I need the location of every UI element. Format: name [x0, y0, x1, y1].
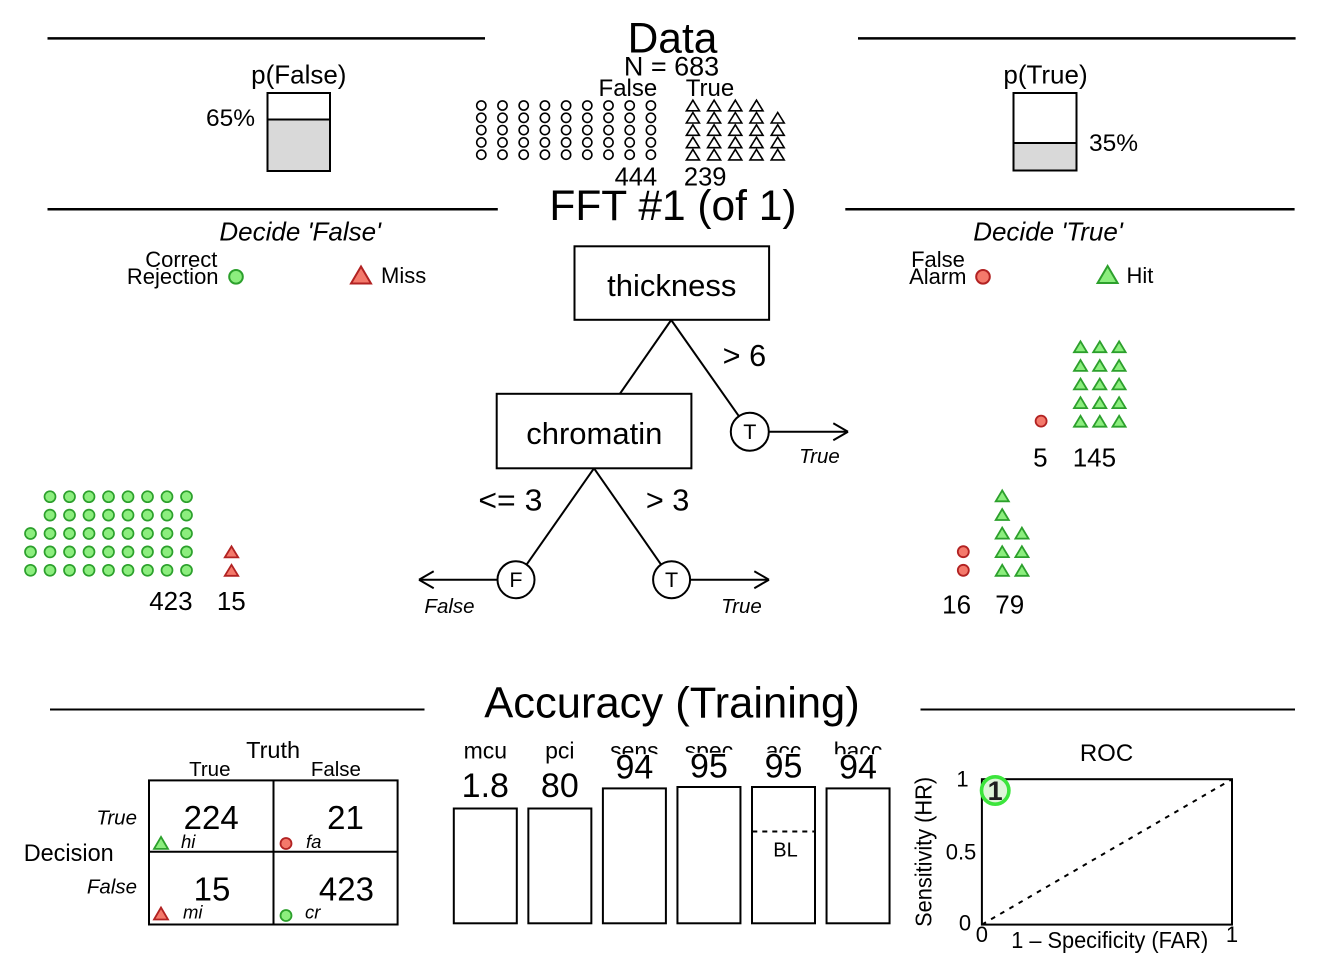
svg-text:F: F — [509, 568, 522, 592]
svg-text:0: 0 — [976, 922, 988, 947]
svg-text:145: 145 — [1073, 442, 1116, 472]
svg-text:FFT #1 (of 1): FFT #1 (of 1) — [549, 183, 796, 230]
svg-text:False: False — [911, 247, 965, 272]
svg-text:True: True — [686, 75, 734, 102]
svg-text:True: True — [96, 807, 137, 830]
svg-text:94: 94 — [839, 749, 877, 787]
svg-text:fa: fa — [306, 831, 321, 852]
svg-text:False: False — [424, 595, 474, 618]
svg-text:Decision: Decision — [24, 840, 114, 867]
svg-text:Correct: Correct — [145, 247, 217, 272]
svg-text:95: 95 — [765, 747, 803, 785]
svg-text:Hit: Hit — [1127, 263, 1154, 288]
svg-text:> 6: > 6 — [723, 339, 767, 373]
svg-text:1: 1 — [1226, 922, 1238, 947]
svg-text:16: 16 — [942, 590, 971, 620]
svg-text:T: T — [665, 568, 678, 592]
svg-text:0: 0 — [959, 910, 971, 935]
svg-text:423: 423 — [319, 871, 374, 908]
svg-text:hi: hi — [181, 831, 196, 852]
svg-text:15: 15 — [217, 586, 246, 616]
svg-text:80: 80 — [541, 767, 579, 805]
svg-text:Miss: Miss — [381, 263, 426, 288]
svg-text:Decide 'True': Decide 'True' — [973, 217, 1124, 247]
svg-text:Data: Data — [628, 16, 718, 63]
svg-text:ROC: ROC — [1080, 740, 1133, 767]
svg-text:423: 423 — [149, 586, 192, 616]
svg-text:15: 15 — [194, 871, 231, 908]
svg-text:mi: mi — [183, 902, 203, 923]
svg-text:cr: cr — [305, 902, 321, 923]
svg-text:> 3: > 3 — [646, 484, 690, 518]
svg-text:Alarm: Alarm — [909, 264, 966, 289]
svg-text:224: 224 — [184, 799, 239, 836]
svg-text:94: 94 — [615, 749, 653, 787]
svg-text:1.8: 1.8 — [462, 767, 509, 805]
svg-text:thickness: thickness — [607, 268, 736, 303]
svg-text:21: 21 — [327, 799, 364, 836]
svg-text:chromatin: chromatin — [526, 416, 662, 451]
svg-text:p(True): p(True) — [1003, 60, 1087, 90]
svg-text:False: False — [87, 876, 137, 899]
svg-text:True: True — [721, 595, 762, 618]
svg-text:True: True — [189, 758, 230, 781]
svg-text:<= 3: <= 3 — [478, 484, 542, 518]
svg-text:BL: BL — [773, 840, 797, 862]
svg-text:1 – Specificity (FAR): 1 – Specificity (FAR) — [1011, 927, 1208, 953]
svg-text:1: 1 — [988, 776, 1003, 806]
svg-text:35%: 35% — [1089, 130, 1138, 157]
svg-text:79: 79 — [995, 590, 1024, 620]
svg-text:444: 444 — [615, 164, 658, 192]
svg-text:Truth: Truth — [246, 737, 300, 763]
svg-text:239: 239 — [684, 164, 727, 192]
svg-text:Accuracy (Training): Accuracy (Training) — [484, 680, 860, 728]
svg-text:True: True — [799, 445, 840, 468]
svg-text:95: 95 — [690, 747, 728, 785]
svg-text:5: 5 — [1033, 442, 1047, 472]
svg-text:Rejection: Rejection — [127, 264, 219, 289]
svg-text:65%: 65% — [206, 105, 255, 132]
svg-text:Decide 'False': Decide 'False' — [219, 217, 382, 247]
svg-text:mcu: mcu — [464, 737, 507, 763]
svg-text:pci: pci — [545, 737, 574, 763]
svg-text:Sensitivity (HR): Sensitivity (HR) — [911, 777, 937, 927]
svg-text:N = 683: N = 683 — [624, 51, 719, 81]
svg-text:False: False — [599, 75, 658, 102]
svg-text:1: 1 — [956, 767, 968, 792]
svg-text:False: False — [311, 758, 361, 781]
svg-text:0.5: 0.5 — [946, 839, 977, 864]
svg-text:T: T — [743, 420, 756, 444]
svg-text:p(False): p(False) — [251, 60, 346, 90]
